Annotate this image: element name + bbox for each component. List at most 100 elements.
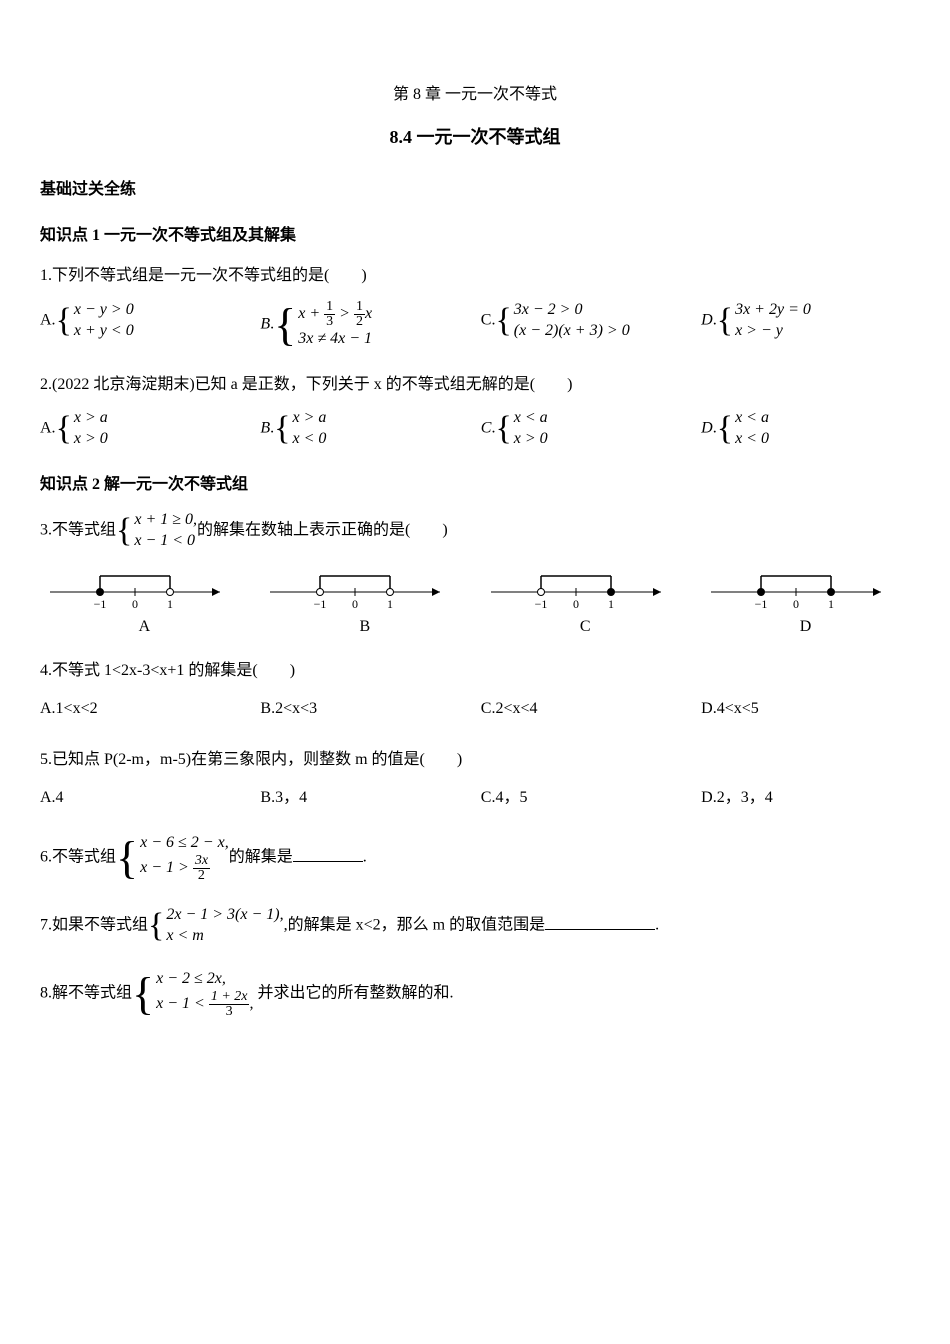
numline-D: −1 0 1	[701, 562, 891, 612]
q2-A-r2: x > 0	[74, 429, 108, 450]
q4-optC: C.2<x<4	[481, 694, 690, 724]
q1-B-f1d: 3	[324, 315, 335, 329]
q1-options: A.{ x − y > 0 x + y < 0 B.{ x + 13 > 12x…	[40, 300, 910, 350]
q3: 3.不等式组{ x + 1 ≥ 0, x − 1 < 0 的解集在数轴上表示正确…	[40, 510, 910, 642]
q6-r2-fd: 2	[196, 869, 207, 883]
q6-suffix: 的解集是	[229, 849, 293, 866]
q1-optD: D.{ 3x + 2y = 0 x > − y	[701, 300, 910, 350]
q4-stem: 4.不等式 1<2x-3<x+1 的解集是( )	[40, 656, 910, 686]
svg-text:1: 1	[608, 597, 614, 611]
q1-A-r1: x − y > 0	[74, 300, 134, 321]
q8-r1: x − 2 ≤ 2x,	[156, 969, 253, 990]
q1-optA: A.{ x − y > 0 x + y < 0	[40, 300, 249, 350]
q2-D-r2: x < 0	[735, 429, 769, 450]
q2-optA: A.{ x > a x > 0	[40, 408, 249, 450]
q4-optA: A.1<x<2	[40, 694, 249, 724]
q8-r2: x − 1 < 1 + 2x3,	[156, 990, 253, 1019]
q8-prefix: 8.解不等式组	[40, 984, 132, 1001]
q2: 2.(2022 北京海淀期末)已知 a 是正数，下列关于 x 的不等式组无解的是…	[40, 370, 910, 450]
q7-blank	[545, 913, 655, 930]
q5-optA: A.4	[40, 783, 249, 813]
q6-r1: x − 6 ≤ 2 − x,	[140, 833, 229, 854]
q1-D-r1: 3x + 2y = 0	[735, 300, 811, 321]
q2-stem: 2.(2022 北京海淀期末)已知 a 是正数，下列关于 x 的不等式组无解的是…	[40, 370, 910, 400]
q5-options: A.4 B.3，4 C.4，5 D.2，3，4	[40, 783, 910, 813]
q7-prefix: 7.如果不等式组	[40, 917, 148, 934]
q1-optB: B.{ x + 13 > 12x 3x ≠ 4x − 1	[260, 300, 469, 350]
q7-r2: x < m	[166, 926, 283, 947]
q3-suffix: 的解集在数轴上表示正确的是( )	[197, 521, 448, 538]
q4-optB: B.2<x<3	[260, 694, 469, 724]
q6-r2-pre: x − 1 >	[140, 859, 193, 876]
q1-B-r2: 3x ≠ 4x − 1	[298, 329, 372, 350]
svg-text:−1: −1	[755, 597, 768, 611]
q2-B-r2: x < 0	[293, 429, 327, 450]
q5-optC: C.4，5	[481, 783, 690, 813]
q8-suffix: 并求出它的所有整数解的和.	[253, 984, 453, 1001]
q1: 1.下列不等式组是一元一次不等式组的是( ) A.{ x − y > 0 x +…	[40, 261, 910, 349]
q3-r1: x + 1 ≥ 0,	[134, 510, 197, 531]
q1-B-f2n: 1	[354, 300, 365, 314]
chapter-title: 第 8 章 一元一次不等式	[40, 80, 910, 110]
q3-label-C: C	[481, 612, 690, 642]
q1-B-r1: x + 13 > 12x	[298, 300, 372, 329]
q1-stem: 1.下列不等式组是一元一次不等式组的是( )	[40, 261, 910, 291]
svg-text:−1: −1	[534, 597, 547, 611]
q1-B-pre: x +	[298, 305, 324, 322]
svg-text:0: 0	[352, 597, 358, 611]
q5-optD: D.2，3，4	[701, 783, 910, 813]
heading-basic: 基础过关全练	[40, 175, 910, 205]
q2-optD: D.{ x < a x < 0	[701, 408, 910, 450]
q6-prefix: 6.不等式组	[40, 849, 116, 866]
kp1-heading: 知识点 1 一元一次不等式组及其解集	[40, 221, 910, 251]
svg-text:1: 1	[167, 597, 173, 611]
q7: 7.如果不等式组{ 2x − 1 > 3(x − 1), x < m ,的解集是…	[40, 905, 910, 947]
q5-optB: B.3，4	[260, 783, 469, 813]
svg-text:0: 0	[573, 597, 579, 611]
q1-optC: C.{ 3x − 2 > 0 (x − 2)(x + 3) > 0	[481, 300, 690, 350]
svg-text:1: 1	[387, 597, 393, 611]
svg-text:−1: −1	[94, 597, 107, 611]
q3-numlines: −1 0 1 −1 0 1 −1 0 1 −1 0 1	[40, 562, 910, 612]
q1-B-f1n: 1	[324, 300, 335, 314]
q3-prefix: 3.不等式组	[40, 521, 116, 538]
svg-text:0: 0	[132, 597, 138, 611]
q3-r2: x − 1 < 0	[134, 531, 197, 552]
q1-C-r1: 3x − 2 > 0	[514, 300, 630, 321]
kp2-heading: 知识点 2 解一元一次不等式组	[40, 470, 910, 500]
q2-B-r1: x > a	[293, 408, 327, 429]
q4-options: A.1<x<2 B.2<x<3 C.2<x<4 D.4<x<5	[40, 694, 910, 724]
q3-label-A: A	[40, 612, 249, 642]
q1-B-suf: x	[365, 305, 372, 322]
q8-r2-fn: 1 + 2x	[209, 990, 250, 1004]
numline-C: −1 0 1	[481, 562, 671, 612]
q7-r1: 2x − 1 > 3(x − 1),	[166, 905, 283, 926]
q1-B-mid: >	[335, 305, 354, 322]
svg-text:1: 1	[828, 597, 834, 611]
q4-optD: D.4<x<5	[701, 694, 910, 724]
q2-optB: B.{ x > a x < 0	[260, 408, 469, 450]
q1-A-r2: x + y < 0	[74, 321, 134, 342]
q8: 8.解不等式组{ x − 2 ≤ 2x, x − 1 < 1 + 2x3, 并求…	[40, 969, 910, 1019]
q3-label-D: D	[701, 612, 910, 642]
q6-blank	[293, 845, 363, 862]
svg-text:−1: −1	[314, 597, 327, 611]
q8-r2-pre: x − 1 <	[156, 995, 209, 1012]
q2-optC: C.{ x < a x > 0	[481, 408, 690, 450]
q5-stem: 5.已知点 P(2-m，m-5)在第三象限内，则整数 m 的值是( )	[40, 745, 910, 775]
q2-A-r1: x > a	[74, 408, 108, 429]
q3-label-B: B	[260, 612, 469, 642]
q7-suffix: ,的解集是 x<2，那么 m 的取值范围是	[284, 917, 545, 934]
section-title: 8.4 一元一次不等式组	[40, 120, 910, 154]
q6-r2-fn: 3x	[193, 854, 210, 868]
q2-options: A.{ x > a x > 0 B.{ x > a x < 0 C.{ x < …	[40, 408, 910, 450]
q6: 6.不等式组{ x − 6 ≤ 2 − x, x − 1 > 3x2 的解集是.	[40, 833, 910, 883]
q2-C-r2: x > 0	[514, 429, 548, 450]
svg-text:0: 0	[793, 597, 799, 611]
q3-labels: A B C D	[40, 612, 910, 642]
q8-r2-fd: 3	[224, 1005, 235, 1019]
numline-A: −1 0 1	[40, 562, 230, 612]
q4: 4.不等式 1<2x-3<x+1 的解集是( ) A.1<x<2 B.2<x<3…	[40, 656, 910, 725]
q1-C-r2: (x − 2)(x + 3) > 0	[514, 321, 630, 342]
q2-D-r1: x < a	[735, 408, 769, 429]
